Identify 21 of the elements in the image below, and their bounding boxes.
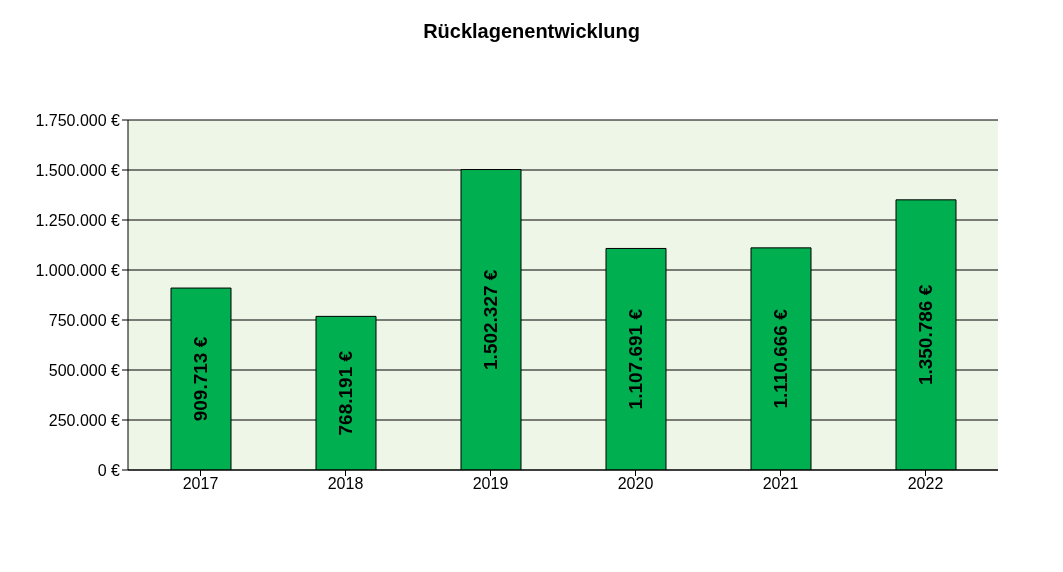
x-tick-label: 2018 [327,475,364,493]
x-tick-label: 2017 [182,475,219,493]
data-label: 1.502.327 € [480,269,502,370]
y-tick-label: 1.250.000 € [35,211,121,229]
y-tick-label: 1.500.000 € [35,161,121,179]
data-label: 1.107.691 € [625,308,647,410]
data-label: 909.713 € [190,336,212,422]
x-tick-label: 2020 [617,475,654,493]
x-tick-label: 2021 [762,475,799,493]
y-tick-label: 0 € [97,461,121,479]
chart-title: Rücklagenentwicklung [422,20,641,44]
data-label: 768.191 € [335,350,357,436]
data-label: 1.350.786 € [915,284,937,386]
y-tick-label: 500.000 € [48,361,121,379]
y-tick-label: 250.000 € [48,411,121,429]
x-tick-label: 2022 [907,475,944,493]
y-tick-label: 750.000 € [48,311,121,329]
y-tick-label: 1.000.000 € [35,261,121,279]
x-tick-label: 2019 [472,475,509,493]
y-tick-label: 1.750.000 € [35,111,121,129]
data-label: 1.110.666 € [770,308,792,409]
